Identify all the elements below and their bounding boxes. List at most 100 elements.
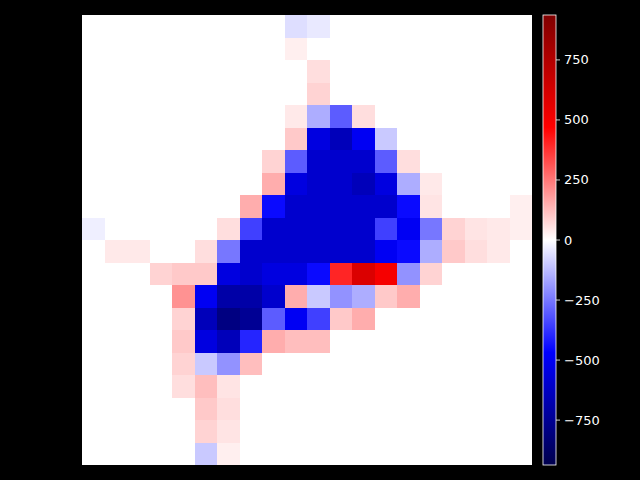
cell: [420, 308, 443, 331]
cell: [330, 353, 353, 376]
cell: [127, 173, 150, 196]
cell: [397, 443, 420, 466]
cell: [465, 218, 488, 241]
cell: [465, 353, 488, 376]
cell: [487, 150, 510, 173]
cell: [442, 353, 465, 376]
cell: [217, 128, 240, 151]
cell: [285, 173, 308, 196]
cell: [307, 173, 330, 196]
cell: [262, 128, 285, 151]
cell: [150, 38, 173, 61]
cell: [285, 60, 308, 83]
cell: [150, 240, 173, 263]
cell: [442, 38, 465, 61]
cell: [397, 15, 420, 38]
cell: [262, 15, 285, 38]
cell: [465, 420, 488, 443]
colorbar-tick: [556, 179, 560, 180]
cell: [105, 240, 128, 263]
cell: [442, 263, 465, 286]
cell: [487, 375, 510, 398]
colorbar-tick: [556, 59, 560, 60]
cell: [195, 330, 218, 353]
cell: [442, 60, 465, 83]
cell: [442, 105, 465, 128]
cell: [420, 150, 443, 173]
cell: [465, 150, 488, 173]
cell: [127, 83, 150, 106]
cell: [352, 105, 375, 128]
cell: [487, 330, 510, 353]
cell: [105, 218, 128, 241]
cell: [82, 128, 105, 151]
cell: [105, 285, 128, 308]
cell: [307, 285, 330, 308]
cell: [195, 105, 218, 128]
cell: [510, 38, 533, 61]
cell: [285, 150, 308, 173]
cell: [510, 15, 533, 38]
colorbar-tick: [556, 360, 560, 361]
cell: [127, 150, 150, 173]
cell: [352, 15, 375, 38]
cell: [195, 308, 218, 331]
cell: [150, 353, 173, 376]
cell: [285, 218, 308, 241]
cell: [172, 240, 195, 263]
cell: [105, 173, 128, 196]
cell: [465, 128, 488, 151]
cell: [442, 195, 465, 218]
cell: [82, 105, 105, 128]
cell: [195, 15, 218, 38]
cell: [240, 15, 263, 38]
cell: [172, 443, 195, 466]
cell: [217, 60, 240, 83]
cell: [240, 150, 263, 173]
cell: [82, 60, 105, 83]
cell: [442, 330, 465, 353]
cell: [352, 398, 375, 421]
cell: [262, 443, 285, 466]
cell: [150, 285, 173, 308]
cell: [172, 375, 195, 398]
cell: [285, 83, 308, 106]
cell: [510, 285, 533, 308]
colorbar-tick: [556, 119, 560, 120]
cell: [442, 398, 465, 421]
cell: [397, 128, 420, 151]
cell: [465, 398, 488, 421]
cell: [420, 443, 443, 466]
cell: [105, 38, 128, 61]
cell: [195, 285, 218, 308]
cell: [240, 330, 263, 353]
cell: [150, 15, 173, 38]
cell: [375, 83, 398, 106]
cell: [307, 218, 330, 241]
cell: [240, 83, 263, 106]
cell: [82, 263, 105, 286]
cell: [105, 330, 128, 353]
cell: [262, 240, 285, 263]
cell: [240, 443, 263, 466]
cell: [127, 330, 150, 353]
cell: [397, 420, 420, 443]
colorbar-tick-label: −500: [564, 353, 600, 368]
cell: [217, 38, 240, 61]
cell: [397, 263, 420, 286]
heatmap: [82, 15, 532, 465]
cell: [352, 330, 375, 353]
cell: [285, 195, 308, 218]
cell: [82, 15, 105, 38]
cell: [217, 173, 240, 196]
cell: [172, 128, 195, 151]
cell: [352, 263, 375, 286]
cell: [487, 15, 510, 38]
cell: [217, 330, 240, 353]
cell: [330, 420, 353, 443]
cell: [510, 398, 533, 421]
cell: [510, 240, 533, 263]
cell: [285, 38, 308, 61]
cell: [127, 218, 150, 241]
cell: [307, 83, 330, 106]
